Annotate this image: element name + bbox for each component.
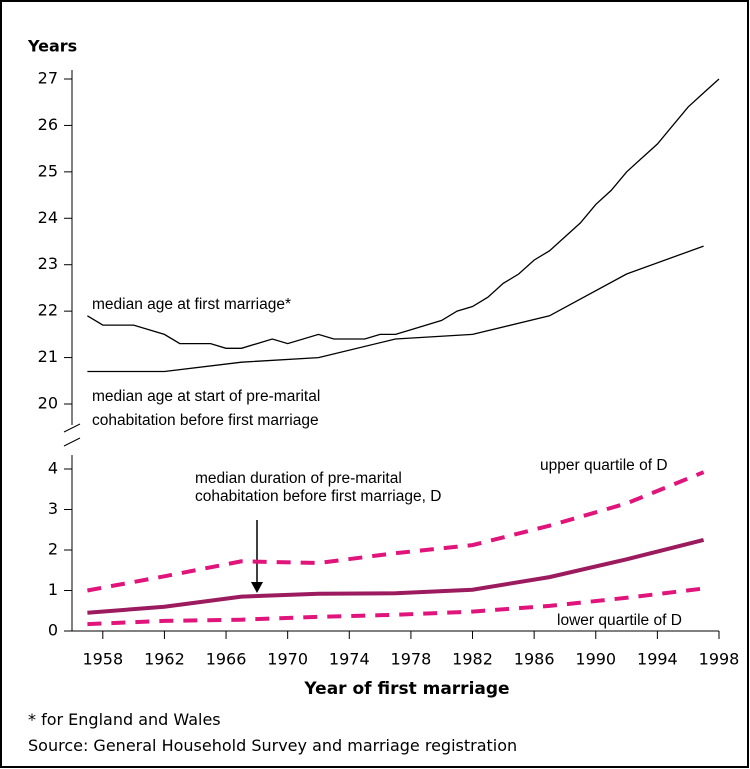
x-axis-title: Year of first marriage <box>303 679 509 699</box>
x-tick-label: 1966 <box>206 650 247 669</box>
x-tick-label: 1998 <box>699 650 740 669</box>
y-tick-label: 3 <box>48 499 58 518</box>
y-tick-label: 0 <box>48 621 58 640</box>
footnote: * for England and Wales <box>28 710 221 729</box>
y-tick-label: 22 <box>38 301 58 320</box>
y-axis-title: Years <box>27 37 77 56</box>
y-tick-label: 1 <box>48 580 58 599</box>
y-tick-label: 4 <box>48 459 58 478</box>
x-tick-label: 1986 <box>514 650 555 669</box>
y-tick-label: 25 <box>38 161 58 180</box>
y-tick-label: 2 <box>48 540 58 559</box>
series-line <box>87 470 705 593</box>
axis-break <box>63 437 81 447</box>
source: Source: General Household Survey and mar… <box>28 736 518 755</box>
y-tick-label: 26 <box>38 115 58 134</box>
y-tick-label: 27 <box>38 69 58 88</box>
series-label: median age at start of pre-marital cohab… <box>92 388 321 429</box>
y-tick-label: 21 <box>38 347 58 366</box>
x-tick-label: 1978 <box>391 650 432 669</box>
series-line <box>87 586 704 627</box>
series-label: upper quartile of D <box>540 457 668 474</box>
arrow-head <box>251 582 263 593</box>
x-tick-label: 1994 <box>637 650 678 669</box>
y-tick-label: 23 <box>38 254 58 273</box>
series-line <box>87 245 704 373</box>
y-tick-label: 20 <box>38 394 58 413</box>
x-tick-label: 1958 <box>82 650 123 669</box>
x-tick-label: 1962 <box>144 650 185 669</box>
series-line <box>87 78 720 349</box>
x-tick-label: 1982 <box>452 650 493 669</box>
axis-break <box>63 423 81 433</box>
series-label: median age at first marriage* <box>92 296 292 313</box>
x-tick-label: 1990 <box>575 650 616 669</box>
series-line <box>87 537 705 615</box>
series-label: lower quartile of D <box>557 612 682 629</box>
y-tick-label: 24 <box>38 208 58 227</box>
x-tick-label: 1974 <box>329 650 370 669</box>
x-tick-label: 1970 <box>267 650 308 669</box>
series-label: median duration of pre-marital cohabitat… <box>195 470 442 505</box>
